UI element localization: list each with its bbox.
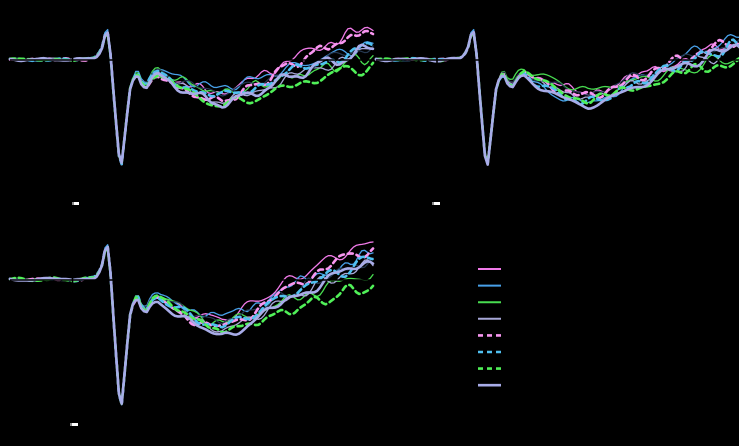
trace-top-left-dark-mean (9, 31, 374, 165)
tick-fragment-white-top-left (74, 202, 79, 205)
trace-top-right-blue-solid (375, 28, 739, 164)
trace-top-left-green-dashed (8, 32, 375, 165)
tick-fragment-gray-top-right (432, 202, 434, 205)
trace-top-left-blue-dashed (8, 30, 375, 166)
trace-top-left-violet-dashed (8, 29, 375, 166)
trace-top-left-green-solid (9, 32, 374, 165)
legend (478, 268, 501, 387)
trace-top-right-blue-dashed (374, 30, 739, 166)
tick-fragment-gray-bottom-left (70, 423, 72, 426)
trace-bottom-left-blue-dashed (8, 245, 375, 406)
tick-fragment-white-top-right (434, 202, 440, 205)
trace-top-left-lavender-thick (8, 31, 375, 164)
tick-fragment-gray-top-left (72, 202, 74, 205)
trace-bottom-left-violet-dashed (8, 245, 375, 406)
trace-bottom-left-green-dashed (8, 247, 375, 406)
tick-fragment-white-bottom-left (72, 423, 78, 426)
trace-top-right-green-dashed (374, 31, 739, 166)
trace-top-left-lavender-solid (9, 31, 374, 165)
